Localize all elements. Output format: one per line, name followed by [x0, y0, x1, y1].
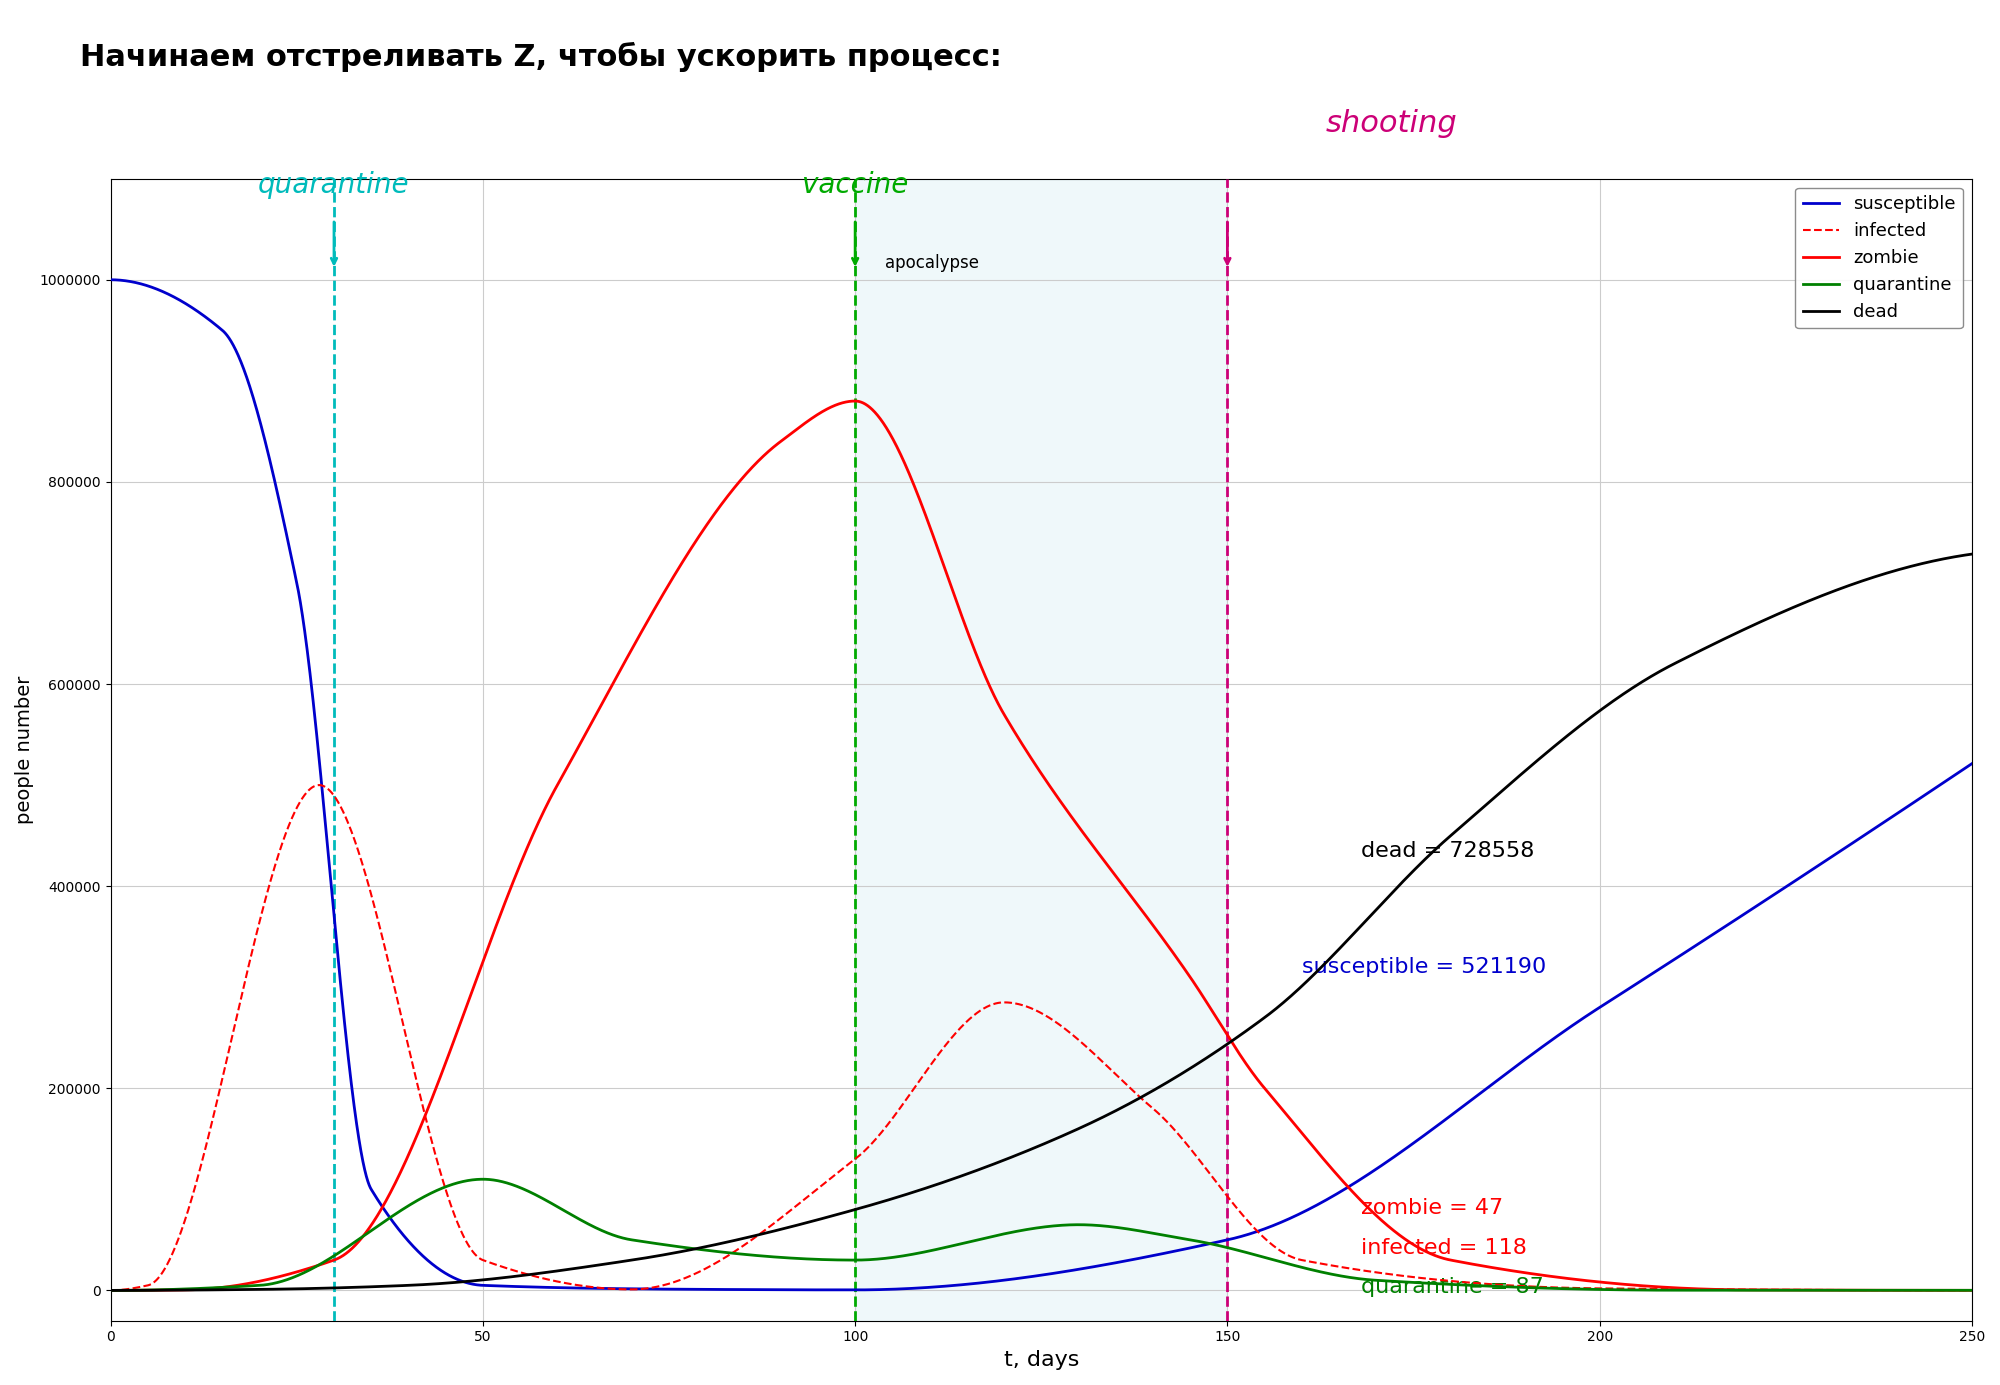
Line: quarantine: quarantine — [110, 1179, 1972, 1291]
susceptible — [844, 1281, 868, 1298]
infected — [1352, 1262, 1376, 1278]
infected — [308, 777, 332, 794]
infected — [1226, 1201, 1250, 1217]
quarantine — [1960, 1283, 1984, 1299]
dead — [892, 1187, 916, 1204]
zombie — [676, 546, 700, 562]
dead — [676, 1242, 700, 1259]
susceptible — [1352, 1169, 1376, 1186]
zombie — [1226, 1043, 1250, 1060]
Text: susceptible = 521190: susceptible = 521190 — [1302, 957, 1546, 976]
Text: Начинаем отстреливать Z, чтобы ускорить процесс:: Начинаем отстреливать Z, чтобы ускорить … — [80, 42, 1002, 72]
susceptible — [734, 1281, 758, 1298]
Text: quarantine: quarantine — [258, 170, 410, 199]
quarantine — [1062, 1216, 1086, 1233]
Text: infected = 118: infected = 118 — [1362, 1238, 1528, 1258]
Y-axis label: people number: people number — [14, 676, 34, 824]
dead — [1062, 1122, 1086, 1138]
dead — [734, 1230, 758, 1247]
infected — [734, 1235, 758, 1252]
infected — [98, 1283, 122, 1299]
infected — [1960, 1283, 1984, 1299]
susceptible — [1960, 755, 1984, 771]
quarantine — [1226, 1242, 1250, 1259]
Text: vaccine: vaccine — [802, 170, 908, 199]
Legend: susceptible, infected, zombie, quarantine, dead: susceptible, infected, zombie, quarantin… — [1796, 188, 1962, 328]
infected — [1062, 1029, 1086, 1046]
susceptible — [98, 271, 122, 288]
quarantine — [470, 1170, 494, 1187]
zombie — [844, 393, 868, 410]
quarantine — [734, 1246, 758, 1263]
X-axis label: t, days: t, days — [1004, 1350, 1078, 1370]
zombie — [1352, 1197, 1376, 1213]
zombie — [1062, 813, 1086, 830]
Line: susceptible: susceptible — [110, 280, 1972, 1289]
Bar — [856, 179, 1228, 1321]
Line: dead: dead — [110, 554, 1972, 1291]
zombie — [892, 456, 916, 472]
susceptible — [676, 1281, 700, 1298]
Line: infected: infected — [110, 785, 1972, 1291]
quarantine — [1352, 1271, 1376, 1288]
Text: zombie = 47: zombie = 47 — [1362, 1198, 1504, 1217]
Text: quarantine = 87: quarantine = 87 — [1362, 1277, 1544, 1298]
dead — [1960, 546, 1984, 562]
infected — [892, 1093, 916, 1109]
susceptible — [1062, 1262, 1086, 1278]
Text: dead = 728558: dead = 728558 — [1362, 841, 1534, 860]
Text: shooting: shooting — [1326, 109, 1458, 138]
dead — [98, 1283, 122, 1299]
zombie — [1960, 1283, 1984, 1299]
quarantine — [676, 1240, 700, 1256]
susceptible — [1226, 1228, 1250, 1245]
infected — [676, 1269, 700, 1285]
Line: zombie: zombie — [110, 402, 1972, 1291]
zombie — [734, 465, 758, 482]
Text: apocalypse: apocalypse — [884, 253, 978, 271]
zombie — [98, 1283, 122, 1299]
dead — [1226, 1029, 1250, 1046]
quarantine — [98, 1283, 122, 1299]
dead — [1352, 914, 1376, 931]
susceptible — [892, 1280, 916, 1296]
quarantine — [892, 1248, 916, 1265]
